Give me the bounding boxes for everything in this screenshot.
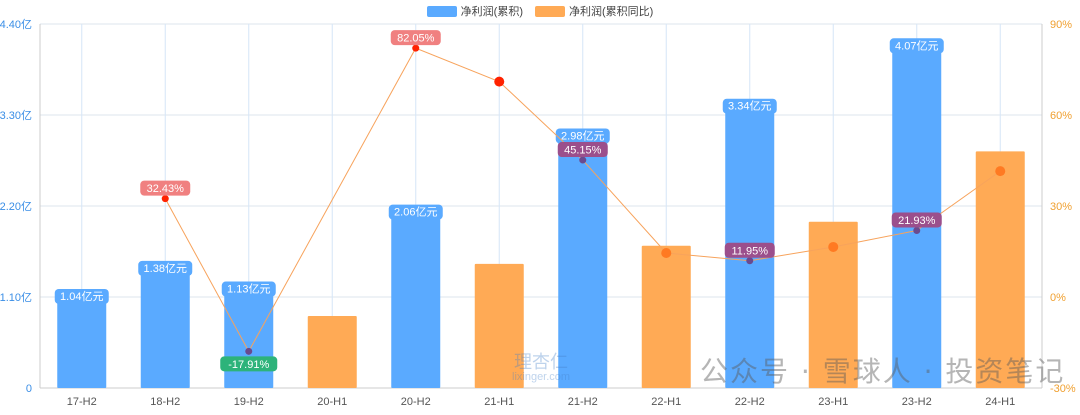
- bar-label: 1.38亿元: [144, 262, 187, 275]
- bar: [558, 141, 608, 388]
- growth-point: [245, 347, 253, 355]
- growth-label: 21.93%: [898, 215, 936, 227]
- growth-point: [661, 248, 672, 259]
- watermark-logo-top: 理杏仁: [514, 352, 569, 372]
- bar-label: 1.13亿元: [227, 283, 270, 296]
- legend-swatch-blue: [426, 5, 457, 17]
- growth-point: [579, 156, 587, 164]
- left-tick-label: 1.10亿: [0, 291, 32, 304]
- growth-label: 32.43%: [147, 183, 185, 195]
- bar-label-bg: [221, 281, 276, 297]
- bar: [474, 263, 524, 388]
- bar-label: 1.04亿元: [60, 290, 103, 303]
- growth-label-bg: [557, 142, 608, 158]
- bar-label: 3.34亿元: [728, 100, 771, 113]
- left-tick-label: 0: [26, 383, 32, 395]
- bar: [641, 245, 691, 388]
- watermark-logo: 理杏仁 lixinger.com: [512, 352, 570, 383]
- legend: 净利润(累积) 净利润(累积同比): [0, 3, 1080, 19]
- bar: [307, 316, 357, 388]
- growth-polyline: [164, 47, 1001, 353]
- growth-label-bg: [220, 356, 278, 372]
- right-tick-label: 30%: [1050, 201, 1072, 213]
- x-tick-label: 20-H2: [401, 396, 431, 408]
- watermark-logo-bottom: lixinger.com: [512, 371, 571, 383]
- x-tick-label: 23-H1: [818, 396, 848, 408]
- bar-label-bg: [54, 288, 109, 304]
- bar: [224, 294, 274, 388]
- right-tick-label: 0%: [1050, 292, 1066, 304]
- bar: [140, 273, 190, 388]
- legend-label-growth: 净利润(累积同比): [569, 6, 654, 18]
- bar-label-bg: [138, 260, 193, 276]
- x-tick-label: 21-H1: [484, 396, 514, 408]
- watermark-text: 公众号 · 雪球人 · 投资笔记: [700, 355, 1066, 388]
- growth-labels: 32.43% -17.91% 82.05% 45.15% 11.95% 21.93%: [140, 30, 942, 372]
- x-tick-label: 21-H2: [568, 396, 598, 408]
- bar: [808, 221, 858, 388]
- left-tick-label: 2.20亿: [0, 200, 32, 213]
- right-tick-label: -30%: [1050, 383, 1076, 395]
- legend-item-growth[interactable]: 净利润(累积同比): [535, 3, 653, 19]
- bar-label-bg: [889, 38, 944, 54]
- left-tick-label: 4.40亿: [0, 18, 32, 31]
- x-tick-label: 22-H2: [735, 396, 765, 408]
- growth-label-bg: [724, 242, 775, 258]
- growth-label: 11.95%: [732, 245, 769, 257]
- x-tick-label: 19-H2: [234, 396, 264, 408]
- growth-label-bg: [891, 212, 942, 228]
- bar-label: 2.06亿元: [394, 206, 437, 219]
- growth-point: [746, 257, 754, 265]
- growth-point: [995, 166, 1006, 177]
- right-tick-label: 90%: [1050, 19, 1072, 31]
- growth-label: -17.91%: [228, 359, 269, 371]
- legend-item-net-profit[interactable]: 净利润(累积): [426, 3, 523, 19]
- growth-point: [161, 195, 169, 203]
- x-tick-label: 20-H1: [317, 396, 347, 408]
- x-tick-label: 23-H2: [902, 396, 932, 408]
- bar: [57, 301, 107, 388]
- legend-swatch-orange: [535, 5, 565, 17]
- x-tick-label: 17-H2: [67, 396, 97, 408]
- growth-label: 82.05%: [397, 33, 435, 45]
- legend-label-net-profit: 净利润(累积): [460, 6, 523, 18]
- growth-line: [161, 44, 1006, 355]
- bars: [57, 51, 1025, 389]
- growth-label-bg: [390, 30, 441, 46]
- growth-point: [412, 44, 420, 52]
- bar-labels: 1.04亿元 1.38亿元 1.13亿元 2.06亿元 2.98亿元 3.34亿元 4.07…: [54, 38, 944, 304]
- growth-label-bg: [140, 180, 191, 196]
- bar-label-bg: [555, 128, 610, 144]
- left-tick-label: 3.30亿: [0, 109, 32, 122]
- growth-point: [828, 241, 839, 252]
- bar: [391, 217, 441, 388]
- bar-label: 2.98亿元: [561, 129, 604, 142]
- growth-point: [913, 226, 921, 234]
- growth-label: 45.15%: [564, 145, 602, 157]
- bar-label-bg: [722, 98, 777, 114]
- x-tick-label: 24-H1: [985, 396, 1015, 408]
- x-tick-label: 22-H1: [651, 396, 681, 408]
- growth-point: [494, 76, 505, 87]
- right-tick-label: 60%: [1050, 110, 1072, 122]
- x-tick-label: 18-H2: [150, 396, 180, 408]
- bar-label: 4.07亿元: [895, 39, 938, 52]
- bar: [975, 151, 1025, 388]
- grid: [40, 23, 1042, 389]
- bar-label-bg: [388, 204, 443, 220]
- axes: 0 1.10亿 2.20亿 3.30亿 4.40亿 -30% 0% 30% 60% 90% 17-H…: [0, 18, 1076, 408]
